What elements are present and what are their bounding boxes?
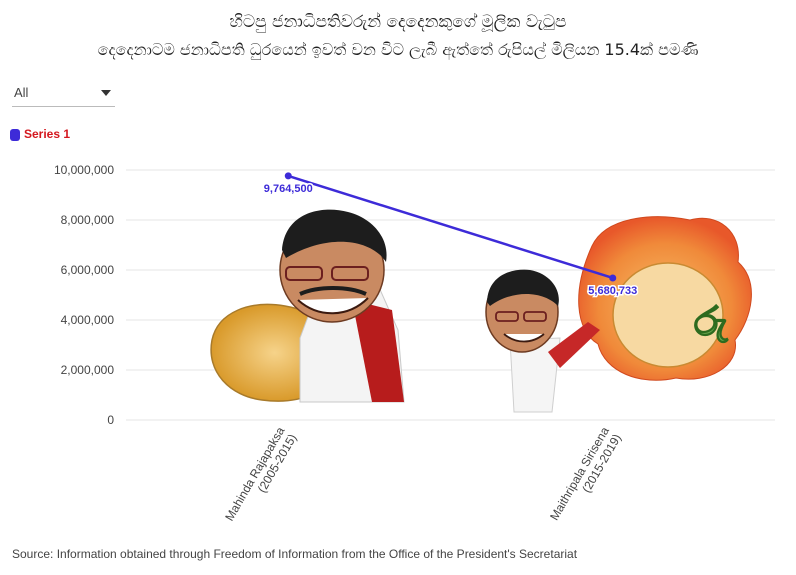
svg-text:රු: රු xyxy=(694,298,729,345)
y-tick-label: 2,000,000 xyxy=(61,363,115,377)
y-tick-label: 0 xyxy=(107,413,114,427)
y-tick-label: 10,000,000 xyxy=(54,163,114,177)
chart-title: හිටපු ජනාධිපතිවරුන් දෙදෙනකුගේ මූලික වැටු… xyxy=(229,12,567,32)
x-axis-ticks: Mahinda Rajapaksa(2005-2015) Maithripala … xyxy=(222,424,624,523)
chart-subtitle: දෙදෙනාටම ජනාධිපති ධුරයෙන් ඉවත් වන විට ලැ… xyxy=(97,40,699,59)
series-line xyxy=(287,174,614,280)
legend-label: Series 1 xyxy=(24,127,71,141)
legend-swatch xyxy=(10,129,20,141)
source-note: Source: Information obtained through Fre… xyxy=(12,547,578,561)
chevron-down-icon xyxy=(101,90,111,96)
caricature-image-rajapaksa xyxy=(210,209,405,403)
filter-dropdown[interactable]: All xyxy=(12,82,115,107)
x-tick-label: Maithripala Sirisena(2015-2019) xyxy=(547,424,624,523)
data-labels: 9,764,500 5,680,733 xyxy=(262,181,638,298)
caricature-image-sirisena: රු xyxy=(485,216,752,413)
data-label: 5,680,733 xyxy=(588,285,637,297)
filter-selected-value: All xyxy=(14,85,29,100)
data-point[interactable] xyxy=(284,172,292,180)
series-1 xyxy=(284,172,617,282)
y-tick-label: 4,000,000 xyxy=(61,313,115,327)
data-point[interactable] xyxy=(609,274,617,282)
y-axis-ticks: 0 2,000,000 4,000,000 6,000,000 8,000,000 10,… xyxy=(54,163,114,427)
y-tick-label: 8,000,000 xyxy=(61,213,115,227)
data-label: 9,764,500 xyxy=(264,183,313,195)
x-tick-label: Mahinda Rajapaksa(2005-2015) xyxy=(222,424,299,523)
y-tick-label: 6,000,000 xyxy=(61,263,115,277)
